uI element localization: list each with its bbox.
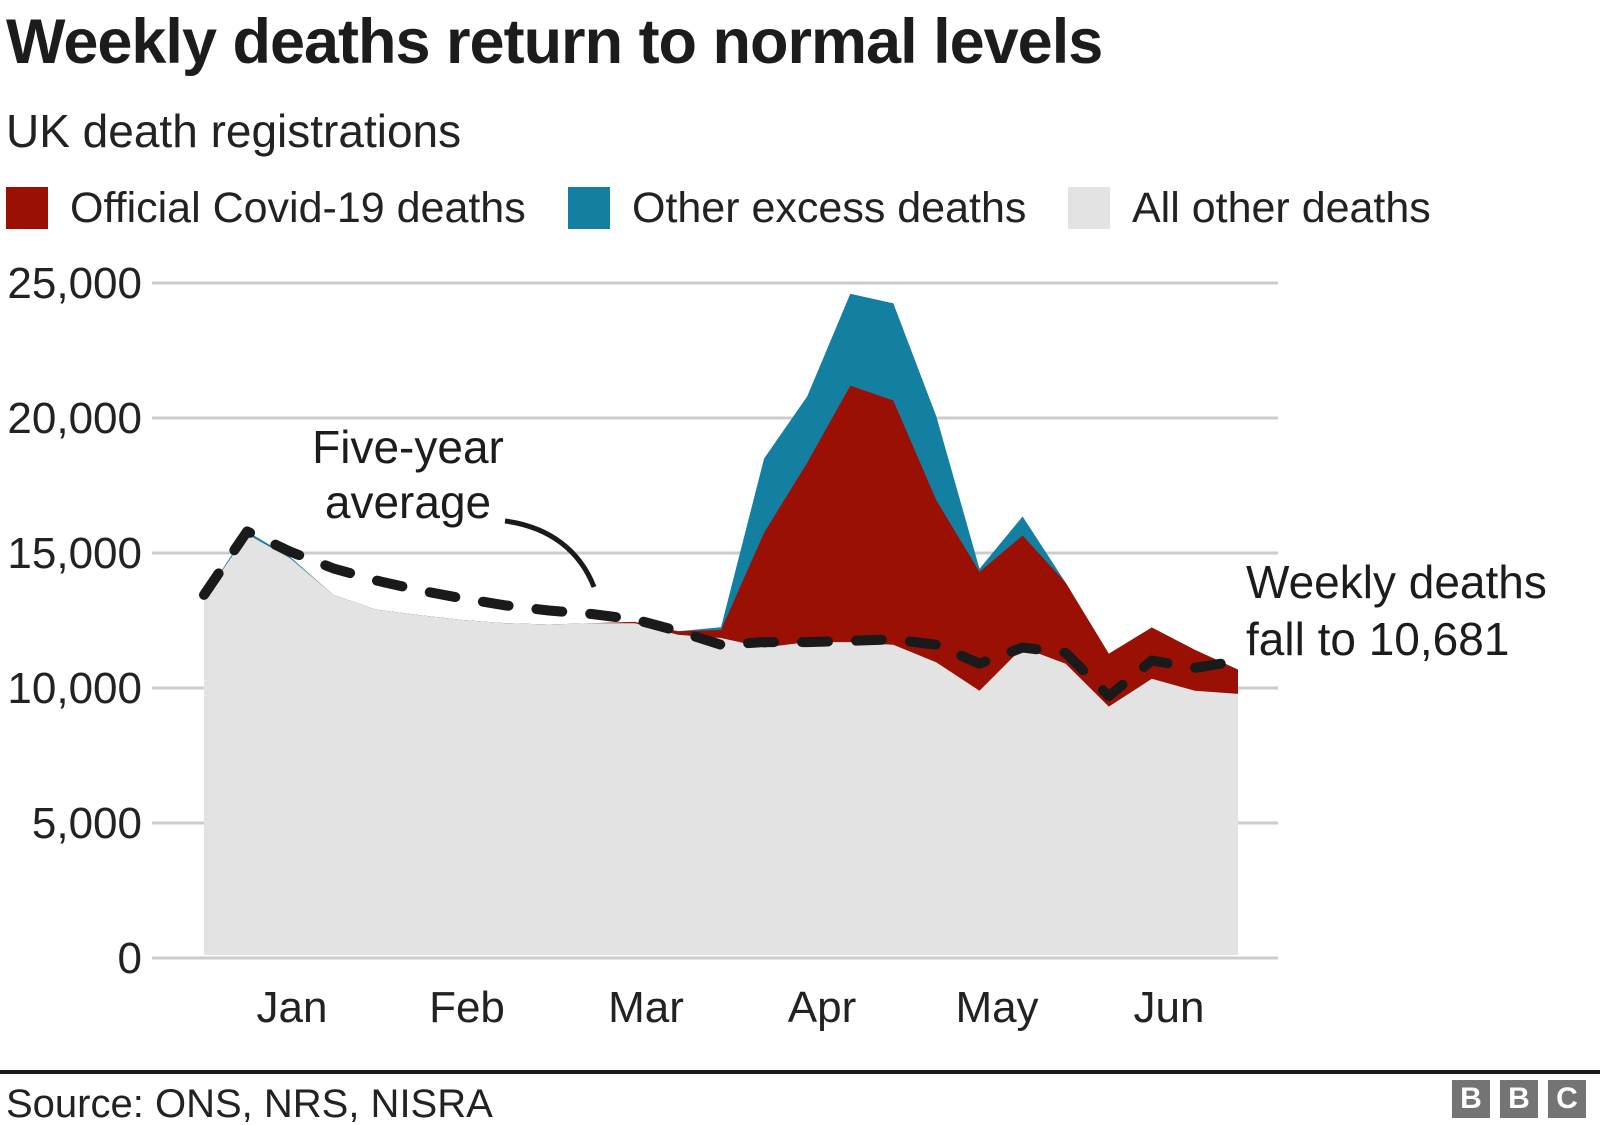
bbc-logo-letter: C xyxy=(1548,1080,1586,1118)
covid-swatch-icon xyxy=(6,187,48,229)
legend-item-covid: Official Covid-19 deaths xyxy=(6,183,526,232)
y-axis-label: 25,000 xyxy=(7,259,142,308)
bbc-logo-letter: B xyxy=(1500,1080,1538,1118)
x-axis-label: Jun xyxy=(1134,983,1205,1032)
x-axis-label: Mar xyxy=(608,983,684,1032)
footer-divider xyxy=(0,1070,1600,1074)
y-axis-labels: 0 5,000 10,000 15,000 20,000 25,000 xyxy=(7,259,142,983)
legend-label-excess: Other excess deaths xyxy=(632,183,1027,232)
source-text: Source: ONS, NRS, NISRA xyxy=(6,1082,493,1125)
excess-swatch-icon xyxy=(568,187,610,229)
y-axis-label: 15,000 xyxy=(7,529,142,578)
area-series xyxy=(204,293,1238,956)
five-year-average-dashed-line xyxy=(199,526,1243,702)
x-axis-label: Jan xyxy=(257,983,328,1032)
weekly-deaths-annotation: Weekly deaths fall to 10,681 xyxy=(1246,556,1547,665)
annotation-pointer-line xyxy=(504,518,597,588)
all-other-deaths-area xyxy=(204,534,1238,955)
bbc-logo-letter: B xyxy=(1452,1080,1490,1118)
five-year-average-line xyxy=(199,526,1243,702)
bbc-logo: B B C xyxy=(1452,1080,1586,1118)
page-title: Weekly deaths return to normal levels xyxy=(6,7,1103,77)
x-axis-labels: Jan Feb Mar Apr May Jun xyxy=(257,983,1205,1032)
x-axis-label: May xyxy=(955,983,1038,1032)
x-axis-label: Apr xyxy=(788,983,856,1032)
legend-item-excess: Other excess deaths xyxy=(568,183,1027,232)
legend-label-other: All other deaths xyxy=(1132,183,1431,232)
y-axis-label: 5,000 xyxy=(32,799,142,848)
five-year-average-annotation: Five-year average xyxy=(312,421,504,528)
legend-item-other: All other deaths xyxy=(1068,183,1431,232)
y-axis-label: 0 xyxy=(118,934,142,983)
legend-label-covid: Official Covid-19 deaths xyxy=(70,183,526,232)
x-axis-label: Feb xyxy=(429,983,505,1032)
y-axis-label: 10,000 xyxy=(7,664,142,713)
page-subtitle: UK death registrations xyxy=(6,105,462,157)
y-axis-label: 20,000 xyxy=(7,394,142,443)
other-swatch-icon xyxy=(1068,187,1110,229)
